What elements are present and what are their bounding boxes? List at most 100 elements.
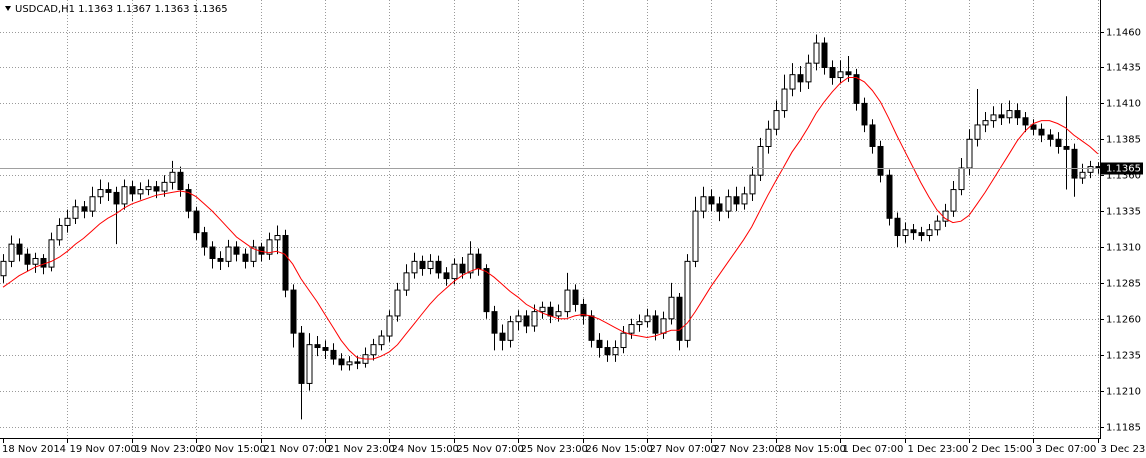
- candle-body: [177, 171, 184, 191]
- candle-body: [282, 235, 289, 291]
- candle-body: [620, 332, 627, 349]
- y-tick-label: 1.1260: [1106, 315, 1141, 326]
- candle-body: [741, 193, 748, 205]
- x-tick-label: 20 Nov 15:00: [199, 444, 266, 455]
- candle-body: [370, 344, 377, 356]
- candle-body: [97, 189, 104, 198]
- candle-body: [555, 311, 562, 317]
- candle-body: [64, 217, 71, 226]
- candle-body: [539, 306, 546, 313]
- y-tick-label: 1.1410: [1106, 99, 1141, 110]
- x-tick-label: 1 Dec 07:00: [843, 444, 904, 455]
- y-tick-label: 1.1210: [1106, 387, 1141, 398]
- candle-body: [233, 246, 240, 255]
- x-tick-label: 1 Dec 23:00: [908, 444, 969, 455]
- candle-body: [378, 335, 385, 346]
- candle-body: [652, 315, 659, 334]
- candle-body: [419, 260, 426, 270]
- candle-body: [169, 171, 176, 183]
- candle-body: [604, 347, 611, 356]
- candle-body: [32, 257, 39, 265]
- candle-body: [781, 88, 788, 112]
- candle-body: [580, 303, 587, 317]
- candle-body: [1055, 138, 1062, 147]
- candle-body: [185, 189, 192, 212]
- candle-body: [926, 229, 933, 237]
- candle-body: [40, 257, 47, 268]
- candle-body: [209, 246, 216, 259]
- candle-body: [1038, 128, 1045, 136]
- candle-body: [861, 102, 868, 126]
- candle-body: [161, 181, 168, 192]
- x-tick-label: 2 Dec 15:00: [972, 444, 1033, 455]
- candle-body: [958, 167, 965, 191]
- candle-body: [443, 272, 450, 280]
- candle-body: [386, 315, 393, 337]
- candle-body: [837, 71, 844, 79]
- candle-body: [242, 253, 249, 262]
- candle-body: [451, 263, 458, 280]
- candle-body: [0, 260, 7, 277]
- candle-body: [869, 124, 876, 147]
- candle-body: [113, 191, 120, 205]
- candle-body: [990, 114, 997, 122]
- candle-body: [789, 74, 796, 90]
- candle-body: [48, 239, 55, 268]
- candle-body: [733, 196, 740, 205]
- y-tick-label: 1.1360: [1106, 171, 1141, 182]
- candle-body: [89, 196, 96, 212]
- candle-body: [1079, 171, 1086, 179]
- candle-body: [934, 220, 941, 231]
- candle-body: [910, 229, 917, 234]
- y-tick-label: 1.1435: [1106, 63, 1141, 74]
- candle-body: [435, 260, 442, 274]
- candle-body: [1063, 145, 1070, 150]
- candle-body: [153, 186, 160, 192]
- chart-title: USDCAD,H1 1.1363 1.1367 1.1363 1.1365: [15, 4, 228, 15]
- candle-body: [145, 186, 152, 191]
- y-tick-label: 1.1235: [1106, 351, 1141, 362]
- candle-body: [1014, 110, 1021, 119]
- candle-body: [394, 289, 401, 317]
- candle-body: [137, 189, 144, 195]
- candle-body: [636, 321, 643, 326]
- candle-body: [217, 257, 224, 262]
- x-tick-label: 25 Nov 07:00: [457, 444, 524, 455]
- candle-body: [572, 289, 579, 305]
- candle-body: [966, 138, 973, 169]
- candle-body: [250, 246, 257, 262]
- candle-body: [499, 332, 506, 341]
- candle-body: [427, 260, 434, 270]
- candle-body: [16, 243, 23, 255]
- candle-body: [459, 263, 466, 274]
- candle-body: [1071, 148, 1078, 179]
- y-tick-label: 1.1385: [1106, 135, 1141, 146]
- candle-body: [56, 224, 63, 241]
- candle-body: [274, 235, 281, 241]
- candle-body: [765, 128, 772, 147]
- candle-body: [8, 243, 15, 262]
- candle-body: [845, 71, 852, 76]
- candle-body: [24, 253, 31, 265]
- candle-body: [564, 289, 571, 313]
- candle-body: [612, 347, 619, 356]
- candle-body: [902, 229, 909, 237]
- candle-body: [338, 358, 345, 366]
- candle-body: [1022, 117, 1029, 126]
- candle-body: [507, 321, 514, 341]
- candle-body: [105, 189, 112, 193]
- y-tick-label: 1.1460: [1106, 28, 1141, 39]
- y-tick-label: 1.1185: [1106, 423, 1141, 434]
- candle-body: [266, 239, 273, 255]
- candle-body: [716, 203, 723, 212]
- candle-body: [201, 232, 208, 248]
- candle-body: [314, 344, 321, 349]
- candle-body: [692, 210, 699, 262]
- candle-body: [531, 311, 538, 327]
- candle-body: [330, 349, 337, 360]
- candle-body: [225, 246, 232, 262]
- x-tick-label: 27 Nov 23:00: [714, 444, 781, 455]
- moving-average: [2, 77, 1099, 360]
- menu-arrow[interactable]: [5, 6, 11, 11]
